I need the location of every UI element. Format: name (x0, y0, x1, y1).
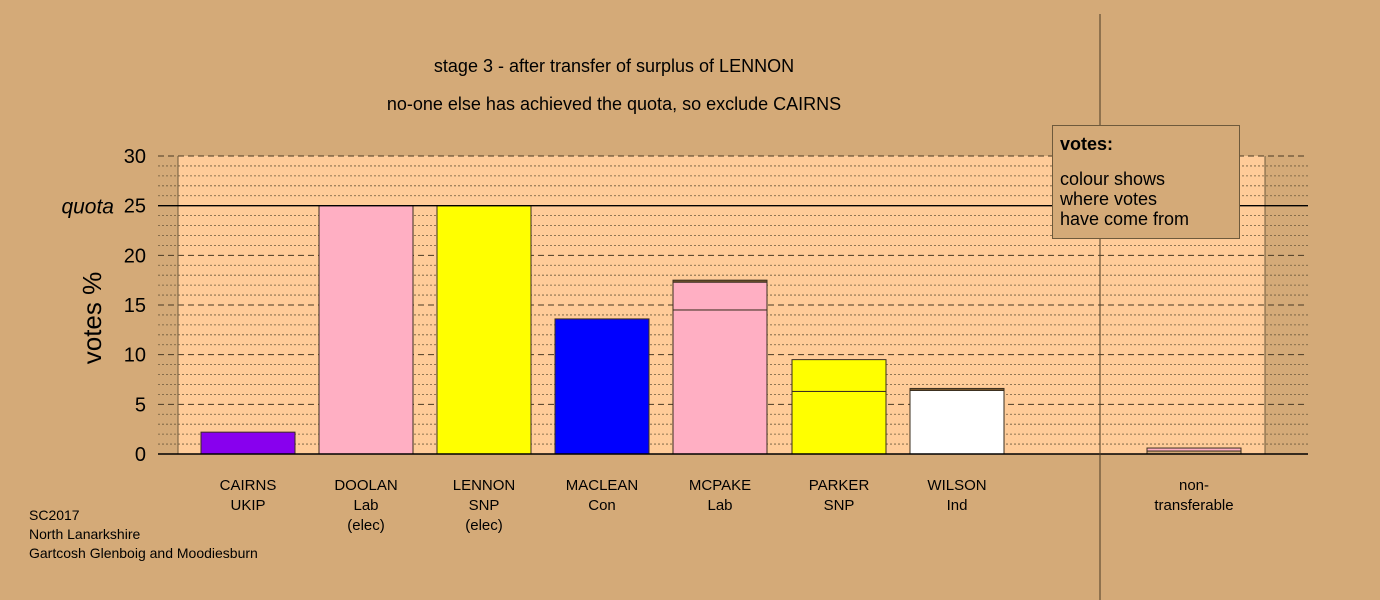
x-tick-label: CAIRNS UKIP (220, 477, 277, 514)
y-tick-label: 20 (124, 245, 146, 267)
x-tick-label: LENNON SNP (elec) (453, 477, 516, 534)
chart-title-line-1: stage 3 - after transfer of surplus of L… (434, 56, 794, 76)
x-tick-label: MACLEAN Con (566, 477, 639, 514)
source-footer: SC2017 North Lanarkshire Gartcosh Glenbo… (29, 506, 258, 563)
x-tick-label: WILSON Ind (927, 477, 986, 514)
footer-line: North Lanarkshire (29, 526, 141, 542)
x-tick-label: non-transferable (1154, 477, 1233, 514)
bar-segment (909, 387, 1005, 391)
bar-segment (909, 389, 1005, 455)
y-tick-label: 30 (124, 146, 146, 168)
bar-segment (554, 318, 650, 455)
y-axis-label: votes % (77, 272, 107, 365)
y-tick-label: 15 (124, 295, 146, 317)
chart-title-line-2: no-one else has achieved the quota, so e… (387, 94, 841, 114)
legend: votes: colour shows where votes have com… (1052, 125, 1240, 239)
y-tick-label: 25 (124, 196, 146, 218)
legend-line: where votes (1060, 189, 1158, 209)
footer-line: Gartcosh Glenboig and Moodiesburn (29, 545, 258, 561)
bar-segment (672, 309, 768, 455)
x-tick-label: MCPAKE Lab (689, 477, 751, 514)
quota-label: quota (61, 196, 114, 219)
bar-segment (200, 431, 296, 455)
bar-segment (791, 359, 887, 392)
legend-title: votes: (1060, 134, 1114, 154)
bar-segment (672, 281, 768, 311)
bar-segment (672, 279, 768, 283)
footer-line: SC2017 (29, 507, 80, 523)
y-tick-label: 10 (124, 345, 146, 367)
bar-segment (1146, 447, 1242, 452)
legend-line: have come from (1060, 209, 1190, 229)
x-tick-label: PARKER SNP (809, 477, 870, 514)
bar-segment (436, 205, 532, 455)
legend-line: colour shows (1060, 169, 1166, 189)
bar-segment (318, 205, 414, 455)
y-tick-label: 5 (135, 394, 146, 416)
y-tick-label: 0 (135, 444, 146, 466)
x-tick-label: DOOLAN Lab (elec) (334, 477, 397, 534)
bar-segment (791, 390, 887, 455)
